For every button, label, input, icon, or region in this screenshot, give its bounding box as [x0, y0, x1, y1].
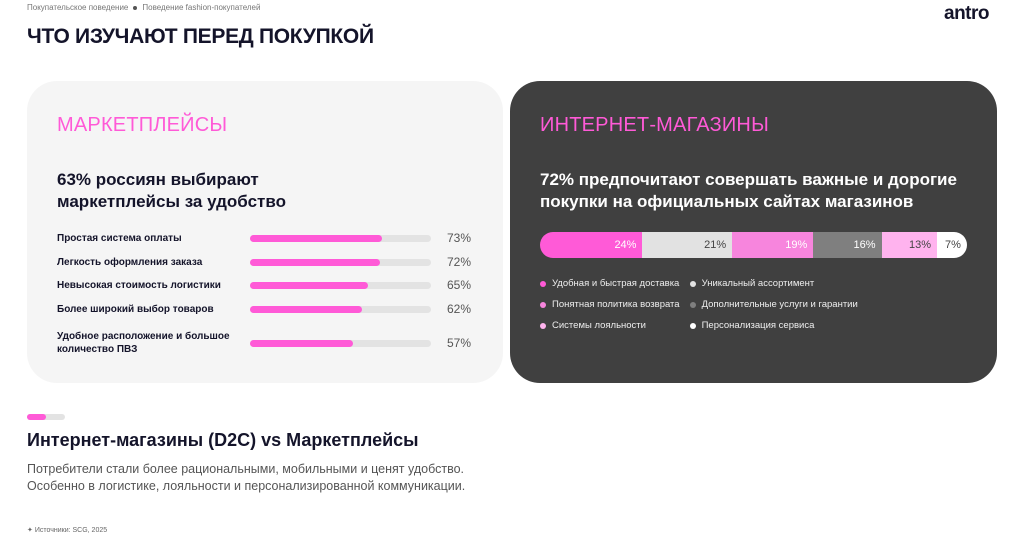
legend-item: Дополнительные услуги и гарантии — [689, 299, 858, 310]
metric-row: Удобное расположение и большое количеств… — [57, 330, 477, 356]
metric-row: Более широкий выбор товаров 62% — [57, 302, 477, 316]
legend-label: Персонализация сервиса — [701, 320, 815, 331]
card-title: МАРКЕТПЛЕЙСЫ — [57, 114, 228, 136]
metric-bar-fill — [250, 234, 383, 242]
metric-value: 57% — [447, 336, 472, 350]
metric-label: Простая система оплаты — [57, 232, 182, 244]
legend-dot-icon — [689, 322, 696, 329]
legend-item: Уникальный ассортимент — [689, 278, 858, 289]
metric-label: Более широкий выбор товаров — [57, 303, 214, 315]
card-lead: 72% предпочитают совершать важные и доро… — [540, 170, 957, 211]
page-title: ЧТО ИЗУЧАЮТ ПЕРЕД ПОКУПКОЙ — [27, 25, 374, 48]
bar-segment: 19% — [732, 232, 814, 258]
online-stores-card: ИНТЕРНЕТ-МАГАЗИНЫ 72% предпочитают совер… — [510, 81, 997, 383]
metric-bar-track — [250, 281, 431, 289]
legend-dot-icon — [540, 301, 546, 308]
section-title: Интернет-магазины (D2C) vs Маркетплейсы — [27, 430, 419, 450]
metric-label: Удобное расположение и большое количеств… — [57, 331, 230, 355]
legend-label: Удобная и быстрая доставка — [552, 278, 680, 289]
source-note: ✦ Источники: SCG, 2025 — [27, 527, 108, 534]
legend-dot-icon — [540, 280, 546, 287]
metric-value: 72% — [447, 255, 472, 269]
stacked-bar: 24% 21% 19% 16% 13% 7% — [540, 232, 967, 258]
legend: Удобная и быстрая доставка Уникальный асс… — [540, 278, 960, 331]
metric-row: Невысокая стоимость логистики 65% — [57, 278, 477, 292]
legend-label: Системы лояльности — [552, 320, 646, 331]
metric-bar-track — [250, 258, 431, 266]
metric-row: Простая система оплаты 73% — [57, 231, 477, 245]
metric-bar-fill — [250, 258, 381, 266]
legend-label: Понятная политика возврата — [552, 299, 680, 310]
bar-segment: 16% — [813, 232, 882, 258]
metric-bar-fill — [250, 305, 363, 313]
description-line: Особенно в логистике, лояльности и персо… — [27, 479, 466, 493]
progress-indicator — [27, 414, 65, 420]
metric-label: Легкость оформления заказа — [57, 256, 203, 268]
breadcrumb-item[interactable]: Поведение fashion-покупателей — [142, 3, 261, 12]
legend-item: Системы лояльности — [540, 320, 680, 331]
legend-label: Уникальный ассортимент — [701, 278, 815, 289]
legend-label: Дополнительные услуги и гарантии — [701, 299, 858, 310]
bar-segment: 24% — [540, 232, 643, 258]
legend-item: Персонализация сервиса — [689, 320, 858, 331]
metric-bar-track — [250, 339, 431, 347]
bar-segment: 21% — [642, 232, 733, 258]
description-line: Потребители стали более рациональными, м… — [27, 462, 464, 476]
metric-bar-fill — [250, 281, 368, 289]
logo: antro — [944, 3, 990, 24]
metric-row: Легкость оформления заказа 72% — [57, 255, 477, 269]
breadcrumb-item[interactable]: Покупательское поведение — [27, 3, 129, 12]
metric-bar-fill — [250, 339, 354, 347]
marketplaces-card: МАРКЕТПЛЕЙСЫ 63% россиян выбирают маркет… — [27, 81, 503, 383]
metric-value: 62% — [447, 302, 472, 316]
progress-fill — [27, 414, 46, 420]
section-description: Потребители стали более рациональными, м… — [27, 461, 465, 495]
legend-dot-icon — [689, 280, 696, 287]
card-lead: 63% россиян выбирают маркетплейсы за удо… — [57, 170, 286, 211]
metric-value: 65% — [447, 278, 472, 292]
bar-segment: 7% — [937, 232, 967, 258]
source-text: Источники: SCG, 2025 — [34, 527, 108, 534]
metric-label: Невысокая стоимость логистики — [57, 279, 221, 291]
metric-bar-track — [250, 234, 431, 242]
legend-dot-icon — [540, 322, 546, 329]
legend-dot-icon — [689, 301, 696, 308]
card-title: ИНТЕРНЕТ-МАГАЗИНЫ — [540, 114, 769, 136]
breadcrumb: Покупательское поведение Поведение fashi… — [27, 3, 260, 12]
bar-segment: 13% — [881, 232, 938, 258]
separator-dot — [133, 5, 138, 10]
legend-item: Удобная и быстрая доставка — [540, 278, 680, 289]
metric-bar-track — [250, 305, 431, 313]
metric-value: 73% — [447, 231, 472, 245]
legend-item: Понятная политика возврата — [540, 299, 680, 310]
